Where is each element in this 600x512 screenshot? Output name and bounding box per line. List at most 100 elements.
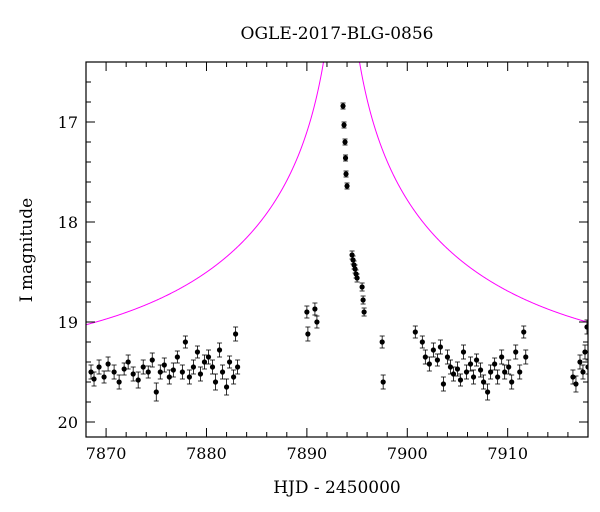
data-point	[350, 257, 356, 263]
data-point	[116, 379, 122, 385]
data-point	[235, 364, 241, 370]
data-point	[509, 379, 515, 385]
data-point	[125, 359, 131, 365]
data-point	[488, 369, 494, 375]
data-point	[314, 319, 320, 325]
data-point	[412, 329, 418, 335]
data-point	[585, 364, 588, 370]
data-point	[170, 367, 176, 373]
data-point	[506, 364, 512, 370]
data-point	[380, 379, 386, 385]
x-tick-label: 7910	[487, 444, 528, 463]
data-point	[223, 384, 230, 390]
data-point	[91, 376, 97, 382]
data-point	[304, 309, 310, 315]
data-point	[460, 349, 467, 355]
data-point	[584, 324, 588, 330]
data-point	[88, 369, 94, 375]
plot-frame	[85, 61, 589, 438]
data-point	[521, 329, 527, 335]
data-point	[434, 357, 440, 363]
data-point	[205, 354, 212, 360]
data-point	[419, 339, 425, 345]
data-point	[153, 389, 159, 395]
data-point	[190, 364, 197, 370]
data-point	[499, 354, 505, 360]
data-point	[470, 374, 477, 380]
data-point	[340, 103, 346, 109]
data-point	[105, 361, 111, 367]
model-light-curve	[86, 62, 588, 326]
data-point	[440, 381, 447, 387]
data-point	[179, 369, 185, 375]
data-point	[130, 371, 136, 377]
data-point	[360, 297, 366, 303]
data-point	[492, 361, 498, 367]
data-point	[216, 347, 223, 353]
data-point	[140, 364, 146, 370]
data-point	[463, 369, 470, 375]
data-point	[145, 369, 151, 375]
data-point	[352, 266, 358, 272]
data-point	[186, 374, 193, 380]
x-tick-label: 7870	[86, 444, 127, 463]
data-point	[101, 374, 107, 380]
data-point	[379, 339, 385, 345]
data-point	[502, 369, 508, 375]
data-point	[354, 275, 360, 281]
axis-ticks-layer: 7870 7880 7890 7900 7910 17 18 19 20	[58, 62, 589, 463]
data-point	[473, 357, 480, 363]
x-axis-label: HJD - 2450000	[273, 478, 401, 498]
data-point	[342, 139, 348, 145]
data-point	[447, 364, 454, 370]
data-point	[523, 354, 529, 360]
data-point	[96, 364, 102, 370]
data-point	[121, 366, 127, 372]
data-point	[157, 369, 163, 375]
data-point	[480, 379, 487, 385]
data-point	[305, 331, 311, 337]
data-point	[467, 361, 474, 367]
data-point	[454, 366, 461, 372]
x-tick-label: 7890	[287, 444, 328, 463]
data-point	[570, 374, 576, 380]
data-point	[495, 374, 501, 380]
y-tick-label: 18	[58, 213, 78, 232]
data-point	[426, 361, 432, 367]
data-point	[477, 367, 484, 373]
data-point	[197, 371, 204, 377]
y-tick-label: 19	[58, 313, 78, 332]
data-point	[422, 354, 428, 360]
data-point	[149, 357, 155, 363]
data-point	[111, 369, 117, 375]
data-points-layer	[88, 102, 588, 402]
data-point	[580, 369, 586, 375]
data-point	[517, 369, 523, 375]
data-point	[344, 183, 350, 189]
data-point	[182, 339, 188, 345]
data-point	[513, 349, 519, 355]
data-point	[577, 359, 583, 365]
data-point	[209, 364, 216, 370]
data-point	[582, 349, 588, 355]
x-tick-label: 7880	[186, 444, 227, 463]
data-point	[342, 155, 349, 161]
data-point	[174, 354, 180, 360]
data-point	[349, 252, 355, 258]
data-point	[194, 349, 201, 355]
y-tick-label: 20	[58, 413, 78, 432]
data-point	[430, 347, 436, 353]
data-point	[135, 377, 141, 383]
x-tick-label: 7900	[387, 444, 428, 463]
chart-title: OGLE-2017-BLG-0856	[240, 24, 434, 44]
data-point	[161, 362, 167, 368]
data-point	[341, 122, 347, 128]
data-point	[437, 344, 444, 350]
data-point	[485, 389, 491, 395]
data-point	[201, 359, 208, 365]
data-point	[573, 381, 579, 387]
data-point	[226, 359, 233, 365]
data-point	[232, 331, 239, 337]
data-point	[444, 354, 451, 360]
